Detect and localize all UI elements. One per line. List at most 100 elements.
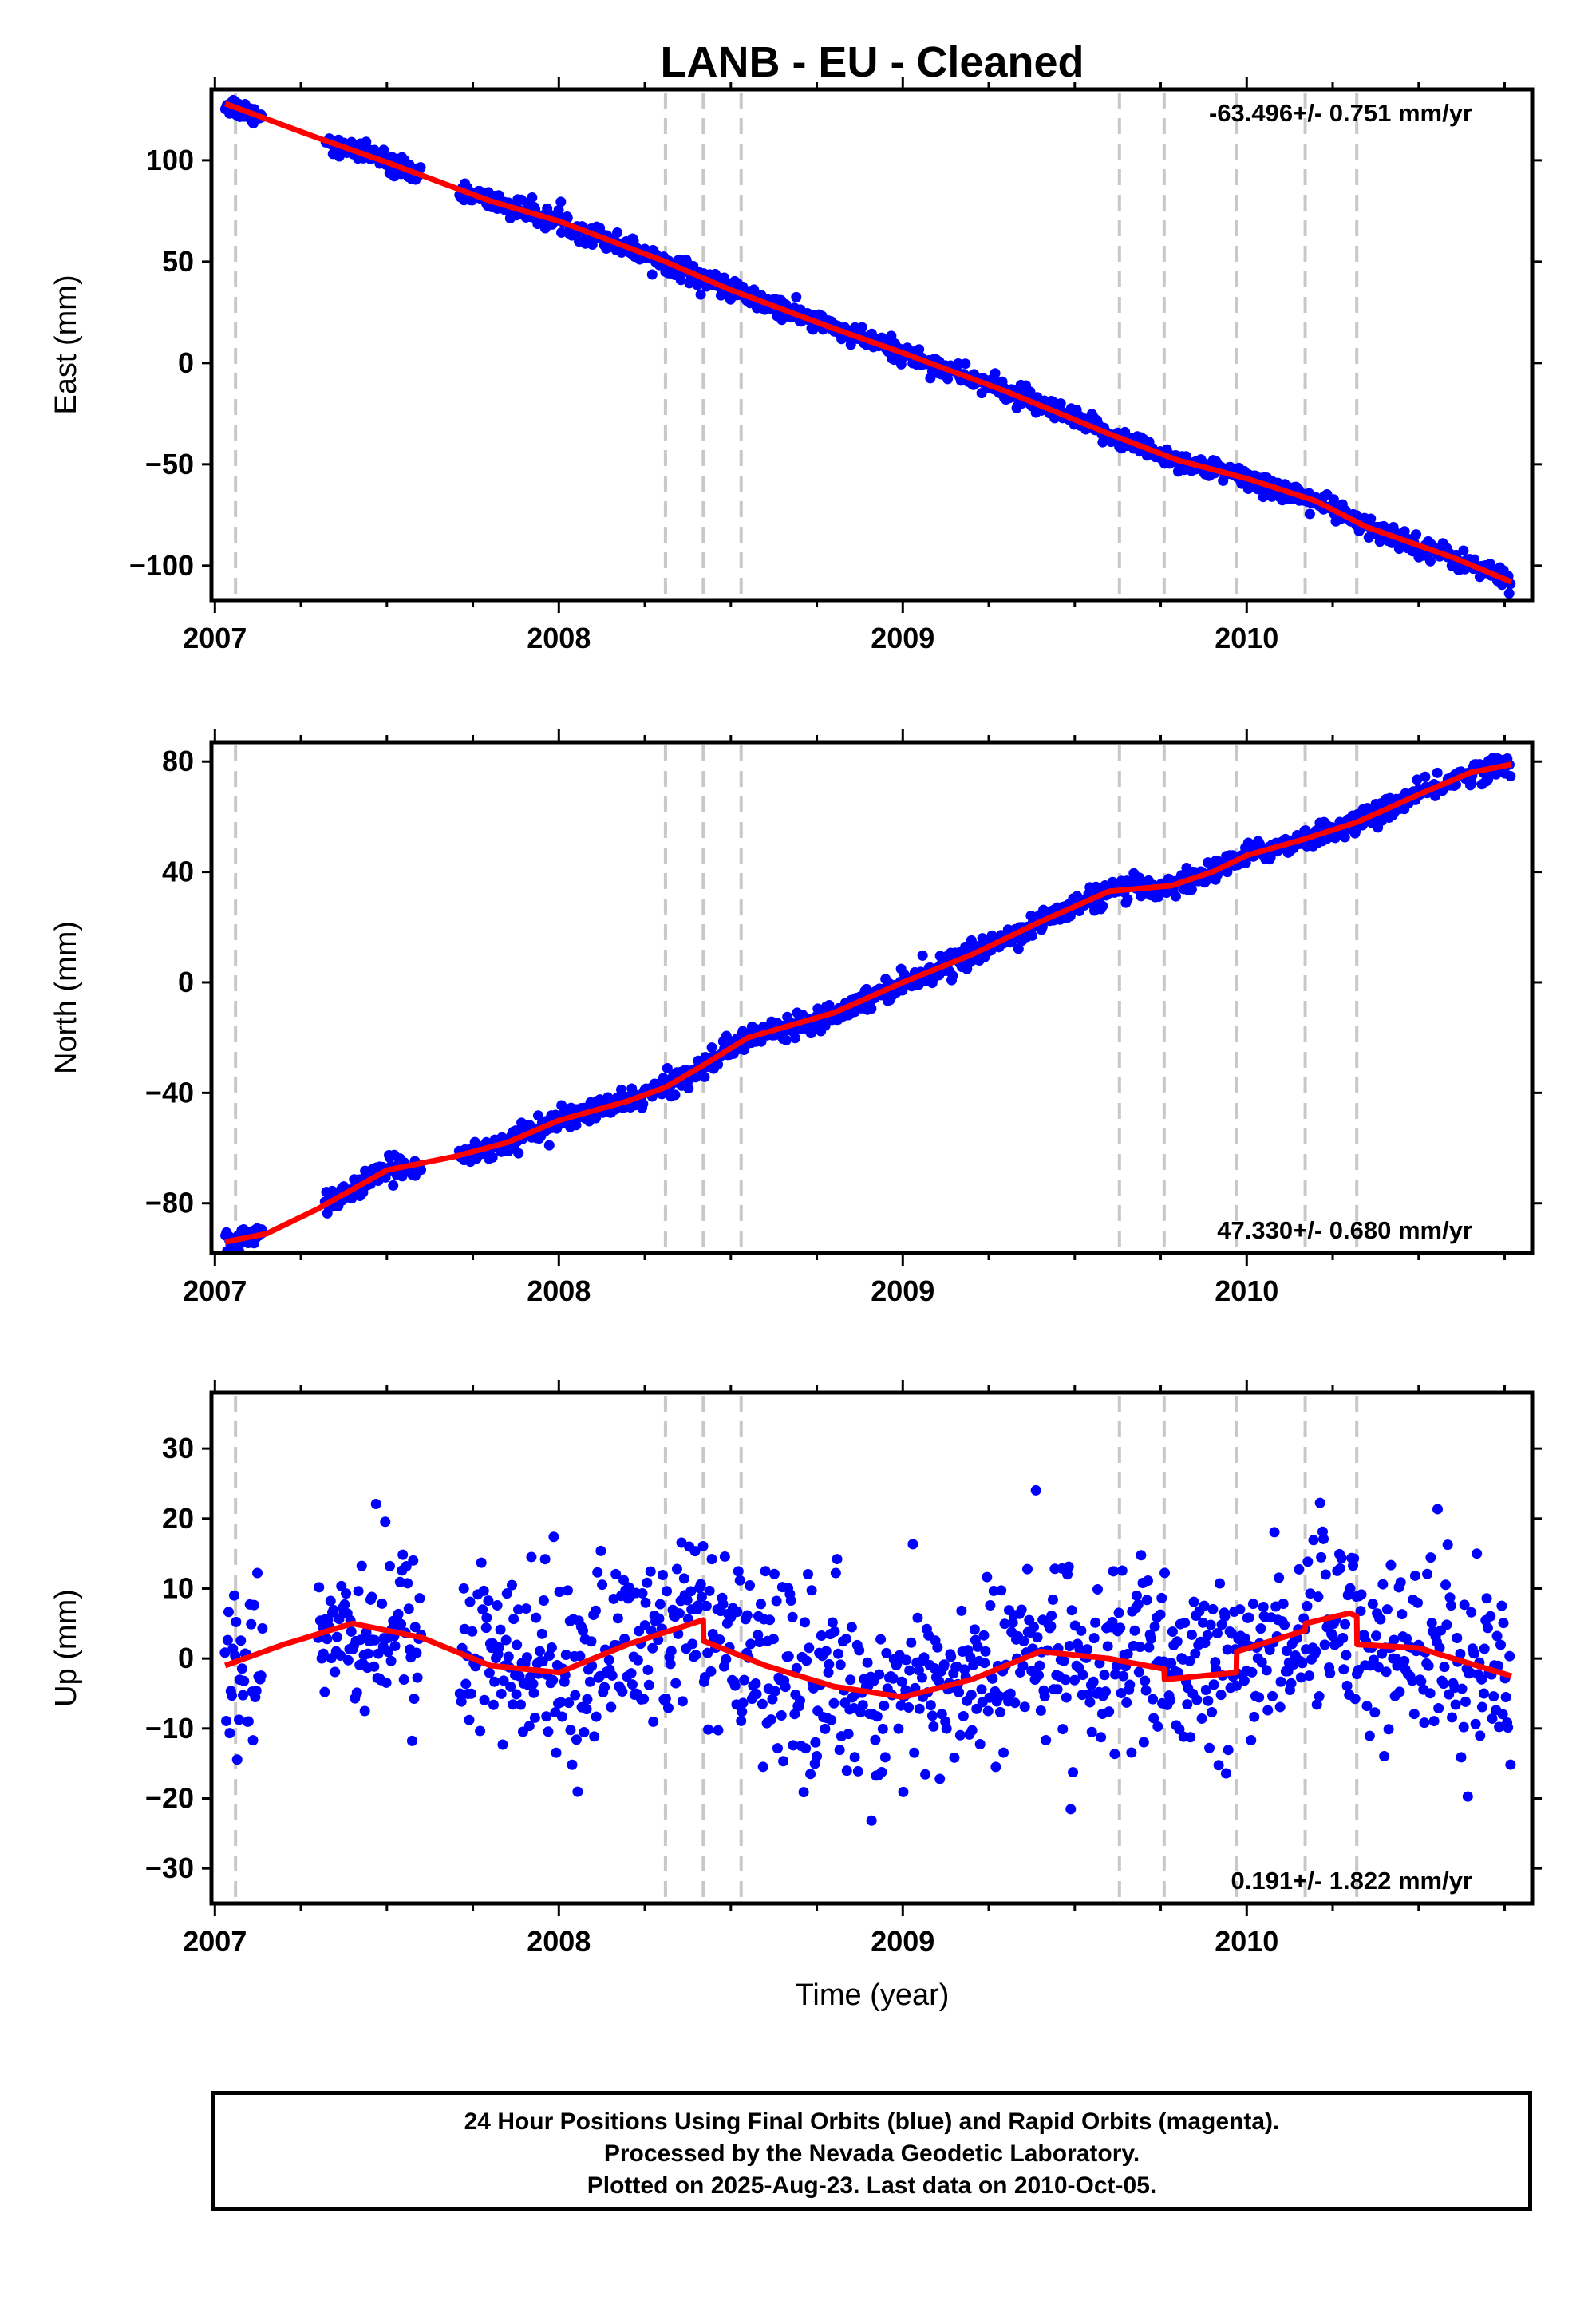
data-point xyxy=(1445,1600,1456,1611)
y-axis-label: Up (mm) xyxy=(49,1589,83,1707)
data-point xyxy=(1211,1628,1223,1639)
data-point xyxy=(1145,1633,1156,1644)
data-point xyxy=(1286,1678,1297,1689)
data-point xyxy=(903,1701,915,1713)
data-point xyxy=(1055,398,1066,409)
data-point xyxy=(1278,1599,1289,1610)
data-point xyxy=(1238,1675,1250,1686)
data-point xyxy=(458,1583,469,1594)
data-point xyxy=(1021,1563,1033,1575)
data-point xyxy=(467,1626,478,1637)
data-point xyxy=(1122,1648,1133,1659)
footer-line-2: Processed by the Nevada Geodetic Laborat… xyxy=(603,2140,1140,2167)
up-panel: −30 −20 −10 0 10 20 30 2007 2008 2009 2010 Up (mm) 0… xyxy=(49,1380,1542,1958)
data-point xyxy=(563,1697,575,1709)
data-point xyxy=(555,196,567,207)
data-point xyxy=(222,1634,233,1646)
data-point xyxy=(1355,1606,1366,1617)
data-point xyxy=(1077,1670,1088,1681)
data-point xyxy=(464,1596,476,1607)
data-point xyxy=(1061,1692,1072,1703)
data-point xyxy=(1314,1497,1325,1508)
rate-annotation: -63.496+/- 0.751 mm/yr xyxy=(1209,99,1472,127)
data-point xyxy=(1466,778,1477,789)
data-point xyxy=(1442,1539,1453,1551)
data-point xyxy=(591,1711,602,1722)
data-point xyxy=(586,1636,597,1647)
data-point xyxy=(870,1734,881,1745)
data-point xyxy=(546,1642,557,1653)
data-point xyxy=(767,1694,778,1705)
data-point xyxy=(877,1723,888,1734)
data-point xyxy=(640,1597,651,1608)
data-point xyxy=(1341,1650,1352,1661)
data-point xyxy=(414,1593,425,1604)
data-point xyxy=(1179,1617,1191,1628)
data-point xyxy=(771,1595,782,1607)
data-point xyxy=(862,1657,873,1668)
data-point xyxy=(697,1540,709,1551)
data-point xyxy=(1504,1650,1515,1662)
data-point xyxy=(1016,1604,1027,1615)
data-point xyxy=(823,1667,834,1678)
data-point xyxy=(638,1098,649,1109)
data-point xyxy=(1082,1644,1093,1655)
data-point xyxy=(845,1674,856,1686)
data-point xyxy=(834,1745,845,1756)
data-point xyxy=(979,1658,990,1669)
data-point xyxy=(683,1083,694,1094)
data-point xyxy=(949,1752,960,1763)
data-point xyxy=(1116,1687,1127,1698)
data-point xyxy=(1064,1640,1075,1651)
data-point xyxy=(772,1743,783,1754)
data-point xyxy=(361,1627,372,1638)
data-point xyxy=(999,1618,1010,1630)
data-point xyxy=(764,1614,776,1626)
data-point xyxy=(1412,1597,1423,1608)
data-point xyxy=(619,1634,630,1645)
data-point xyxy=(1171,1636,1183,1647)
data-point xyxy=(1381,1666,1392,1678)
data-point xyxy=(331,1631,342,1642)
data-point xyxy=(1058,1655,1069,1666)
x-tick-label: 2007 xyxy=(183,622,247,654)
data-point xyxy=(1424,555,1436,567)
data-point xyxy=(695,1579,706,1590)
data-point xyxy=(1185,1732,1196,1743)
data-point xyxy=(1395,1577,1406,1588)
data-point xyxy=(1092,1583,1103,1595)
y-axis-label: East (mm) xyxy=(49,275,83,414)
data-point xyxy=(1328,494,1339,505)
data-point xyxy=(827,1617,838,1628)
data-point xyxy=(523,1721,535,1732)
data-point xyxy=(597,1579,608,1591)
data-point xyxy=(555,1697,567,1708)
data-point xyxy=(1035,1705,1046,1716)
data-point xyxy=(1478,1688,1489,1699)
data-point xyxy=(806,1585,817,1596)
data-point xyxy=(1305,1588,1316,1599)
data-points xyxy=(220,753,1516,1253)
data-point xyxy=(954,1729,966,1741)
x-tick-label: 2008 xyxy=(527,622,591,654)
data-point xyxy=(1148,1713,1159,1724)
data-point xyxy=(958,1710,969,1721)
data-point xyxy=(739,1674,750,1686)
data-point xyxy=(571,1734,582,1745)
data-point xyxy=(1220,1768,1231,1779)
data-point xyxy=(1219,1611,1231,1622)
data-point xyxy=(959,1664,970,1675)
data-point xyxy=(529,1712,540,1723)
data-point xyxy=(1336,1552,1347,1563)
data-point xyxy=(660,1693,671,1704)
data-point xyxy=(642,1664,654,1675)
data-point xyxy=(1138,1737,1149,1748)
data-point xyxy=(1155,1609,1166,1620)
data-point xyxy=(926,1710,938,1721)
y-tick-label: −100 xyxy=(129,549,194,582)
data-point xyxy=(1218,475,1229,486)
data-point xyxy=(1017,1660,1029,1671)
data-point xyxy=(906,1637,917,1648)
data-point xyxy=(932,1642,943,1653)
data-point xyxy=(1459,1599,1470,1611)
